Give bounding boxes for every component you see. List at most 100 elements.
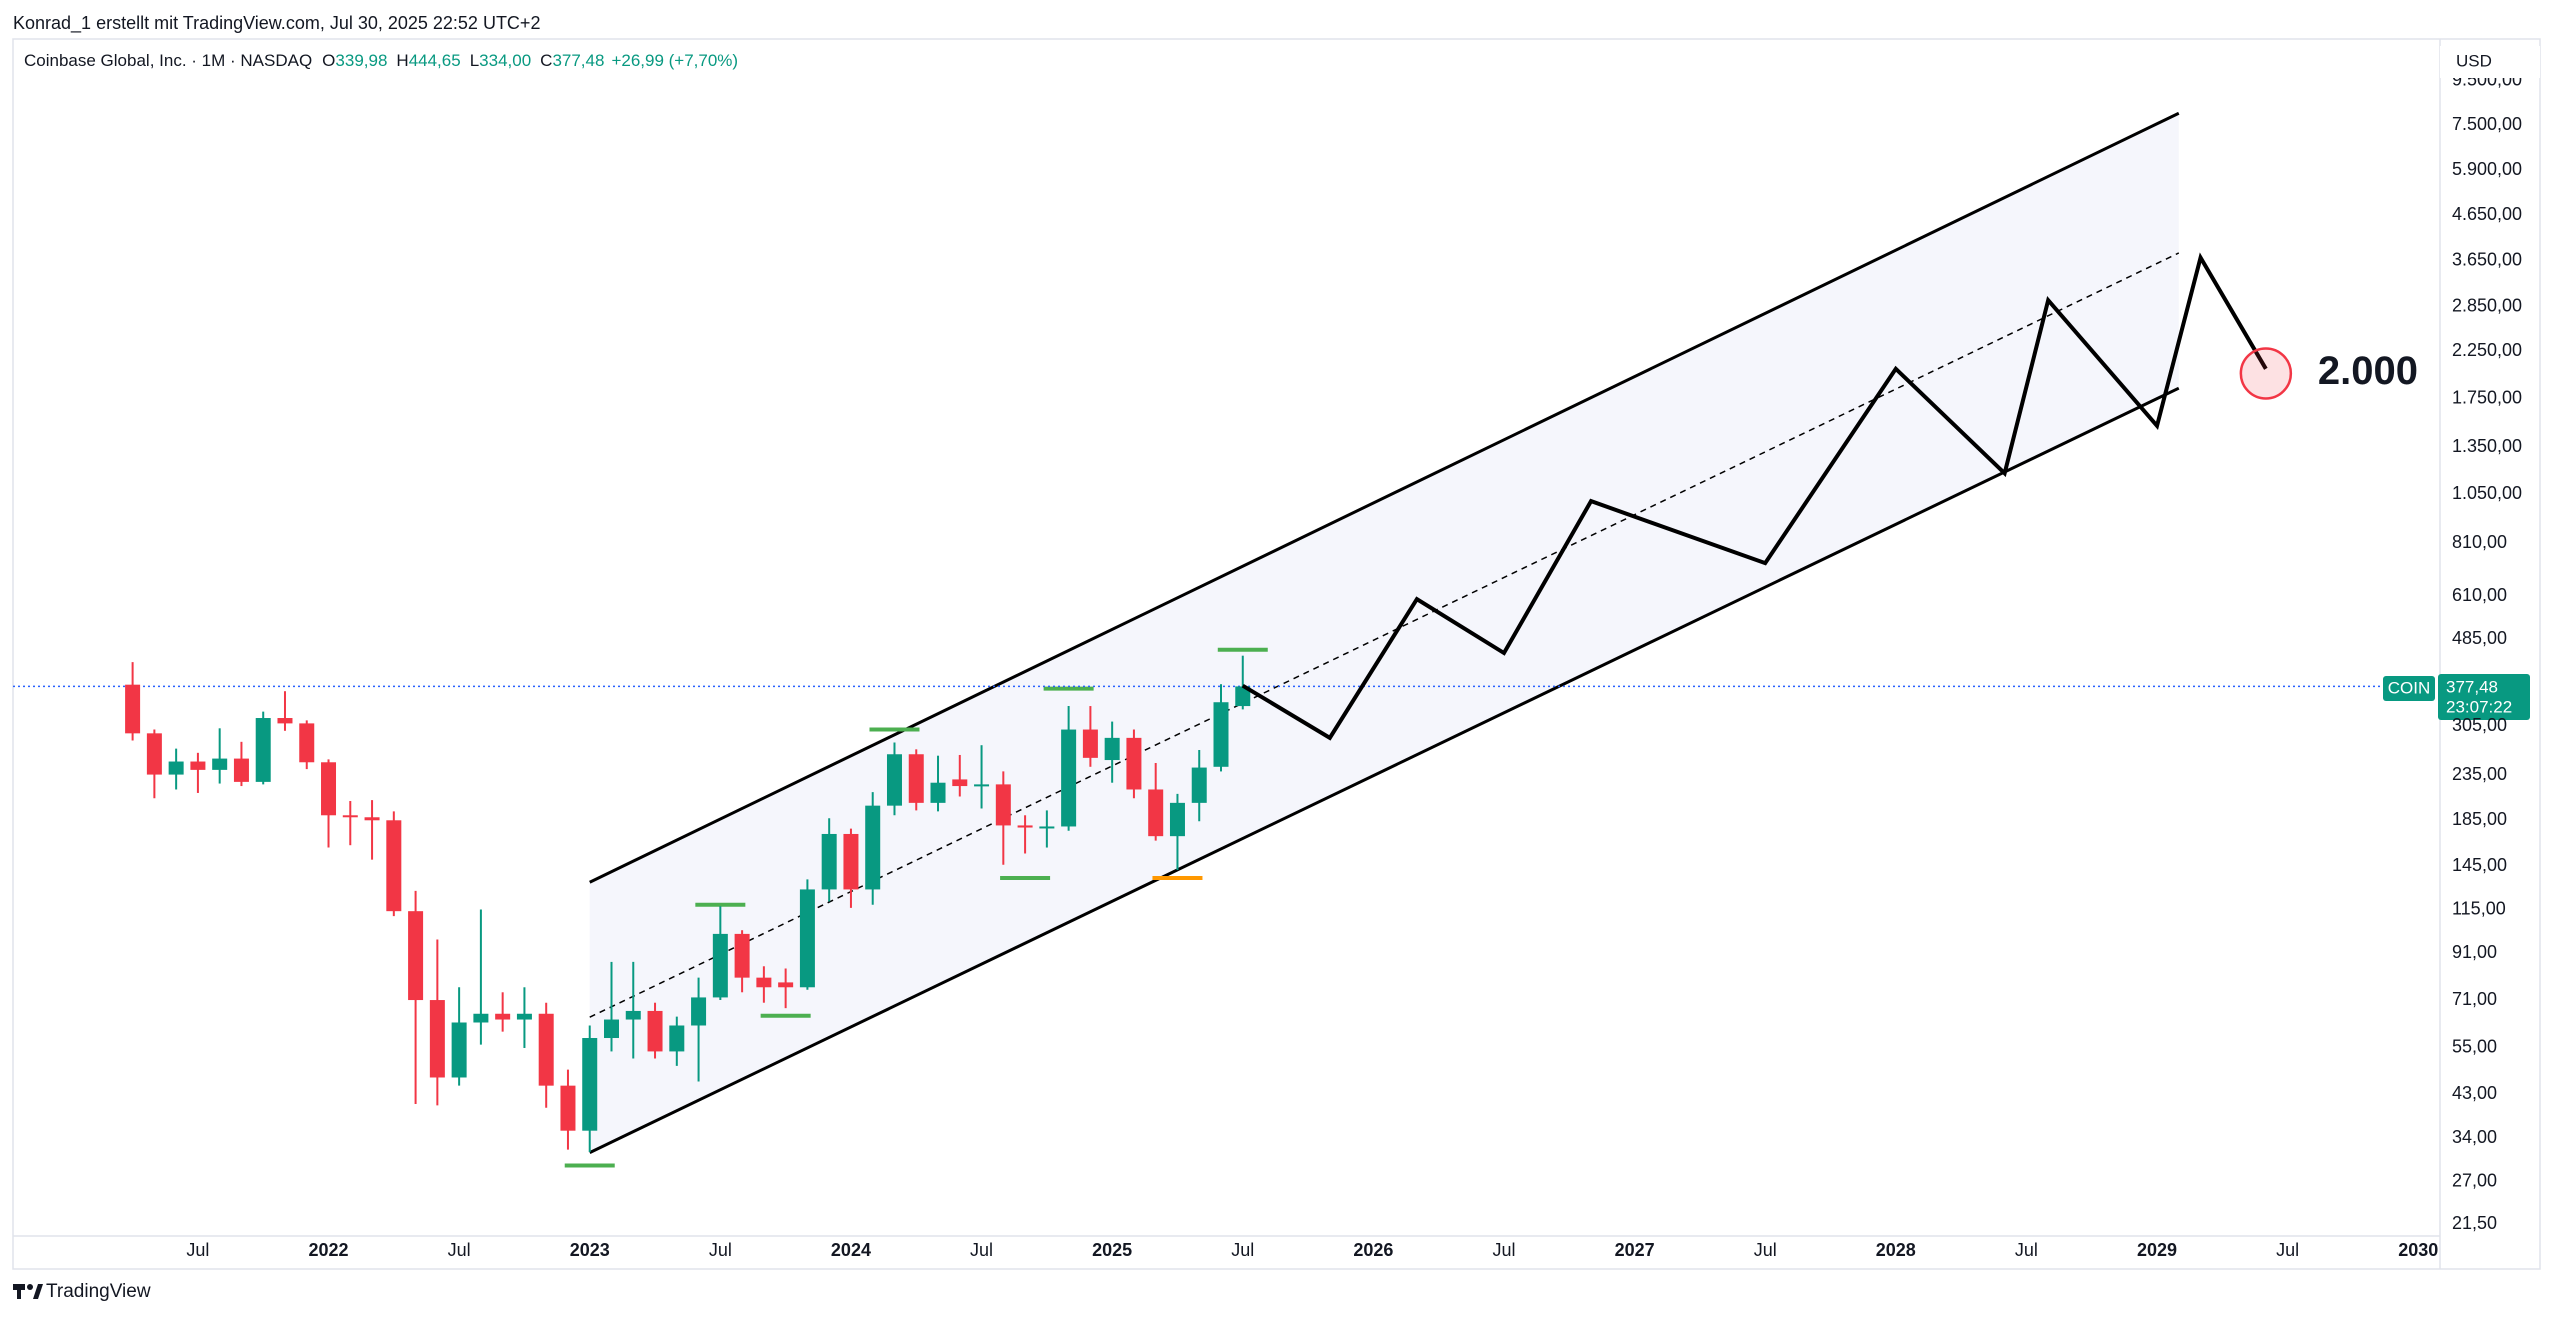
candle-body bbox=[734, 933, 750, 978]
legend-key: O bbox=[322, 51, 335, 70]
x-tick-label: 2024 bbox=[831, 1240, 871, 1260]
legend-value: 334,00 bbox=[479, 51, 531, 70]
candle-body bbox=[212, 758, 228, 770]
candle-body bbox=[799, 889, 815, 988]
candle-body bbox=[669, 1025, 685, 1052]
x-tick-label: Jul bbox=[1754, 1240, 1777, 1260]
candle-body bbox=[386, 820, 402, 912]
title: Coinbase Global, Inc. · 1M · NASDAQ bbox=[24, 51, 312, 70]
y-tick-label: 485,00 bbox=[2452, 628, 2507, 648]
x-tick-label: 2028 bbox=[1876, 1240, 1916, 1260]
projection-path bbox=[1241, 252, 2268, 741]
legend-key: H bbox=[396, 51, 408, 70]
y-tick-label: 91,00 bbox=[2452, 942, 2497, 962]
candle-body bbox=[886, 754, 902, 806]
candle-body bbox=[1082, 729, 1098, 758]
channel-middle bbox=[589, 252, 2180, 1018]
y-tick-label: 1.350,00 bbox=[2452, 436, 2522, 456]
y-tick-label: 21,50 bbox=[2452, 1213, 2497, 1233]
legend-key: L bbox=[470, 51, 479, 70]
y-tick-label: 185,00 bbox=[2452, 809, 2507, 829]
candle-body bbox=[364, 817, 380, 821]
y-tick-label: 810,00 bbox=[2452, 532, 2507, 552]
candle-body bbox=[255, 718, 271, 782]
x-tick-label: Jul bbox=[1231, 1240, 1254, 1260]
legend-key: C bbox=[540, 51, 552, 70]
candle-body bbox=[538, 1013, 554, 1086]
target-label: 2.000 bbox=[2318, 349, 2418, 393]
candle-body bbox=[843, 833, 859, 890]
x-tick-label: Jul bbox=[448, 1240, 471, 1260]
candle-body bbox=[1235, 686, 1251, 707]
candle-body bbox=[1148, 789, 1164, 837]
legend-value: 444,65 bbox=[409, 51, 461, 70]
candle-body bbox=[930, 782, 946, 803]
x-tick-label: 2030 bbox=[2398, 1240, 2438, 1260]
author-line: Konrad_1 erstellt mit TradingView.com, J… bbox=[13, 13, 540, 34]
candle-body bbox=[146, 733, 162, 775]
y-tick-label: 2.850,00 bbox=[2452, 296, 2522, 316]
x-tick-label: Jul bbox=[2015, 1240, 2038, 1260]
x-tick-label: 2022 bbox=[308, 1240, 348, 1260]
y-tick-label: 305,00 bbox=[2452, 715, 2507, 735]
candle-body bbox=[1191, 767, 1207, 803]
x-tick-label: 2029 bbox=[2137, 1240, 2177, 1260]
target-circle bbox=[2239, 347, 2293, 400]
candle-body bbox=[451, 1022, 467, 1078]
candle-body bbox=[429, 1000, 445, 1078]
candle-body bbox=[908, 754, 924, 803]
currency: USD bbox=[2456, 51, 2492, 70]
y-tick-label: 5.900,00 bbox=[2452, 159, 2522, 179]
price-box bbox=[2438, 674, 2530, 720]
x-tick-label: 2023 bbox=[570, 1240, 610, 1260]
candle-body bbox=[625, 1010, 641, 1020]
candle-body bbox=[974, 784, 990, 787]
y-tick-label: 1.050,00 bbox=[2452, 483, 2522, 503]
candle-body bbox=[342, 815, 358, 818]
candle-body bbox=[1104, 737, 1120, 761]
candle-body bbox=[995, 784, 1011, 826]
legend-value: 339,98 bbox=[335, 51, 387, 70]
candle-body bbox=[125, 684, 141, 734]
candle-body bbox=[1126, 737, 1142, 790]
candle-body bbox=[1169, 802, 1185, 837]
candle-body bbox=[1017, 825, 1033, 828]
x-tick-label: 2026 bbox=[1353, 1240, 1393, 1260]
y-tick-label: 1.750,00 bbox=[2452, 387, 2522, 407]
candle-body bbox=[560, 1085, 576, 1131]
candle-body bbox=[1213, 702, 1229, 767]
y-tick-label: 3.650,00 bbox=[2452, 249, 2522, 269]
y-tick-label: 43,00 bbox=[2452, 1083, 2497, 1103]
candle-body bbox=[1039, 826, 1055, 829]
candle-body bbox=[604, 1019, 619, 1039]
candle-body bbox=[756, 977, 772, 988]
currency-box bbox=[2440, 46, 2540, 78]
y-tick-label: 71,00 bbox=[2452, 989, 2497, 1009]
y-tick-label: 7.500,00 bbox=[2452, 114, 2522, 134]
candle-body bbox=[408, 911, 424, 1001]
candle-body bbox=[190, 761, 206, 770]
candle-body bbox=[495, 1013, 511, 1020]
channel-upper bbox=[589, 111, 2180, 884]
symbol-legend: Coinbase Global, Inc. · 1M · NASDAQ O339,… bbox=[24, 51, 738, 70]
candle-body bbox=[1061, 729, 1077, 827]
x-tick-label: Jul bbox=[2276, 1240, 2299, 1260]
price-label: 377,48 bbox=[2446, 677, 2498, 696]
y-tick-label: 27,00 bbox=[2452, 1170, 2497, 1190]
candle-body bbox=[473, 1013, 489, 1023]
x-tick-label: 2027 bbox=[1615, 1240, 1655, 1260]
countdown: 23:07:22 bbox=[2446, 697, 2512, 716]
candle-body bbox=[299, 723, 315, 763]
legend-change: +26,99 (+7,70%) bbox=[611, 51, 738, 70]
x-tick-label: Jul bbox=[1492, 1240, 1515, 1260]
candle-body bbox=[691, 997, 707, 1026]
y-tick-label: 34,00 bbox=[2452, 1127, 2497, 1147]
candle-body bbox=[582, 1038, 598, 1131]
y-tick-label: 55,00 bbox=[2452, 1037, 2497, 1057]
y-tick-label: 235,00 bbox=[2452, 764, 2507, 784]
candle-body bbox=[647, 1010, 663, 1052]
candle-body bbox=[821, 833, 837, 890]
